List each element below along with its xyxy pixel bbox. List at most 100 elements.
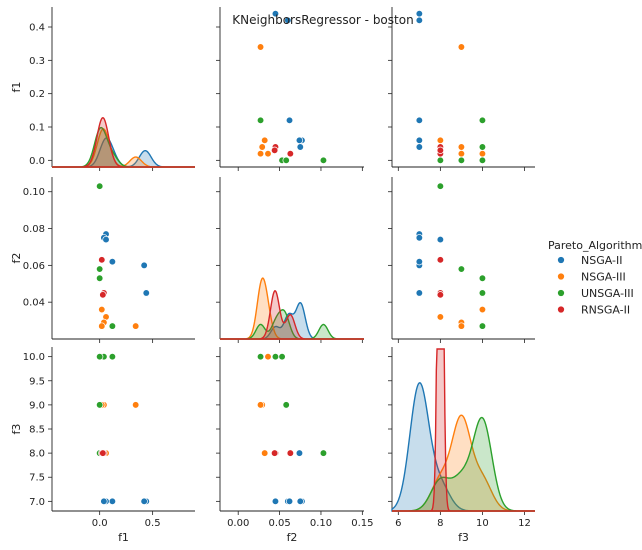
y-tick-label-f3-1: 7.5 bbox=[29, 473, 45, 484]
point-RNSGA-II-f2-f3-2 bbox=[270, 449, 279, 457]
point-NSGA-II-f2-f3-0 bbox=[271, 497, 280, 506]
y-tick-label-f1-2: 0.2 bbox=[29, 89, 45, 100]
legend-marker-NSGA-II bbox=[557, 256, 565, 264]
point-RNSGA-II-f2-f3-1 bbox=[286, 449, 294, 457]
point-NSGA-II-f1-f2-1 bbox=[140, 261, 148, 270]
point-RNSGA-II-f2-f1-1 bbox=[286, 150, 294, 158]
x-axis-label-f2: f2 bbox=[287, 531, 298, 544]
x-tick-label-f3-3: 12 bbox=[518, 518, 531, 529]
point-NSGA-II-f3-f1-4 bbox=[415, 143, 423, 151]
legend-label-NSGA-II: NSGA-II bbox=[581, 254, 622, 267]
y-tick-label-f1-0: 0.0 bbox=[29, 156, 45, 167]
y-axis-label-f3: f3 bbox=[10, 424, 23, 435]
point-NSGA-III-f3-f1-1 bbox=[436, 136, 445, 144]
point-RNSGA-II-f3-f2-2 bbox=[436, 291, 445, 299]
kde-f2-RNSGA-II bbox=[220, 290, 364, 340]
point-UNSGA-III-f1-f2-4 bbox=[96, 182, 104, 190]
point-UNSGA-III-f3-f1-3 bbox=[457, 156, 466, 164]
x-tick-label-f1-1: 0.5 bbox=[145, 518, 161, 529]
point-UNSGA-III-f2-f3-4 bbox=[319, 449, 328, 457]
point-NSGA-II-f1-f3-1 bbox=[140, 497, 148, 506]
point-NSGA-II-f2-f1-1 bbox=[284, 16, 292, 24]
point-NSGA-III-f2-f1-0 bbox=[256, 43, 265, 51]
point-NSGA-II-f3-f1-1 bbox=[415, 16, 423, 24]
y-tick-label-f2-3: 0.10 bbox=[23, 187, 45, 198]
point-UNSGA-III-f2-f3-0 bbox=[256, 353, 265, 361]
point-NSGA-III-f1-f2-3 bbox=[98, 322, 106, 330]
point-UNSGA-III-f3-f1-4 bbox=[436, 156, 445, 164]
point-RNSGA-II-f1-f2-1 bbox=[98, 256, 106, 264]
point-NSGA-III-f1-f3-0 bbox=[132, 401, 140, 409]
kde-f3-RNSGA-II bbox=[392, 348, 535, 512]
point-NSGA-III-f1-f2-4 bbox=[98, 305, 106, 314]
point-RNSGA-II-f1-f2-2 bbox=[99, 291, 107, 299]
point-UNSGA-III-f1-f3-0 bbox=[108, 353, 117, 361]
kde-f1-UNSGA-III bbox=[52, 126, 195, 168]
legend-label-RNSGA-II: RNSGA-II bbox=[581, 304, 630, 317]
point-UNSGA-III-f1-f3-2 bbox=[96, 353, 104, 361]
point-UNSGA-III-f1-f2-3 bbox=[96, 265, 104, 273]
point-UNSGA-III-f3-f2-3 bbox=[457, 265, 466, 273]
point-NSGA-III-f2-f3-4 bbox=[264, 353, 272, 361]
y-tick-label-f1-3: 0.3 bbox=[29, 56, 45, 67]
legend-label-UNSGA-III: UNSGA-III bbox=[581, 287, 634, 300]
y-tick-label-f2-2: 0.08 bbox=[23, 224, 45, 235]
x-tick-label-f3-2: 10 bbox=[476, 518, 489, 529]
y-tick-label-f3-6: 10.0 bbox=[23, 352, 45, 363]
y-tick-label-f1-1: 0.1 bbox=[29, 123, 45, 134]
point-NSGA-III-f2-f1-4 bbox=[264, 150, 272, 158]
point-NSGA-II-f3-f2-4 bbox=[415, 234, 423, 242]
legend-marker-NSGA-III bbox=[557, 272, 565, 281]
point-UNSGA-III-f3-f1-2 bbox=[478, 156, 487, 164]
point-RNSGA-II-f3-f2-1 bbox=[436, 256, 445, 264]
point-NSGA-III-f3-f2-3 bbox=[457, 322, 466, 330]
point-NSGA-II-f2-f3-5 bbox=[295, 449, 304, 457]
x-tick-label-f3-1: 8 bbox=[437, 518, 443, 529]
point-NSGA-II-f3-f2-5 bbox=[436, 235, 445, 244]
point-NSGA-II-f1-f2-0 bbox=[142, 289, 150, 297]
point-NSGA-III-f2-f3-1 bbox=[261, 449, 269, 457]
point-UNSGA-III-f3-f2-0 bbox=[478, 322, 487, 330]
figure-title: KNeighborsRegressor - boston bbox=[232, 13, 413, 27]
kde-f1-NSGA-III bbox=[52, 128, 195, 168]
point-UNSGA-III-f3-f2-2 bbox=[478, 274, 487, 282]
point-NSGA-II-f2-f3-4 bbox=[296, 497, 304, 506]
y-tick-label-f3-0: 7.0 bbox=[29, 497, 45, 508]
x-tick-label-f3-0: 6 bbox=[395, 518, 401, 529]
x-tick-label-f2-1: 0.05 bbox=[268, 518, 290, 529]
legend-title: Pareto_Algorithm bbox=[548, 239, 642, 252]
point-UNSGA-III-f3-f1-0 bbox=[478, 116, 487, 124]
kde-f1-NSGA-II bbox=[52, 137, 195, 168]
point-UNSGA-III-f1-f3-3 bbox=[96, 401, 104, 409]
point-UNSGA-III-f2-f1-0 bbox=[256, 116, 265, 124]
point-NSGA-II-f1-f3-2 bbox=[108, 497, 117, 506]
legend-marker-RNSGA-II bbox=[557, 305, 565, 314]
point-NSGA-II-f3-f2-0 bbox=[415, 289, 423, 297]
point-NSGA-II-f2-f1-0 bbox=[271, 10, 280, 18]
y-axis-label-f1: f1 bbox=[10, 82, 23, 93]
point-RNSGA-II-f3-f1-2 bbox=[436, 146, 445, 154]
x-tick-label-f2-0: 0.00 bbox=[227, 518, 249, 529]
kde-f1-RNSGA-II bbox=[52, 116, 195, 168]
point-NSGA-II-f1-f2-5 bbox=[102, 235, 110, 244]
point-UNSGA-III-f3-f2-1 bbox=[478, 289, 487, 297]
point-UNSGA-III-f2-f3-2 bbox=[278, 353, 286, 361]
point-UNSGA-III-f2-f1-4 bbox=[319, 156, 328, 164]
legend-label-NSGA-III: NSGA-III bbox=[581, 271, 626, 284]
point-UNSGA-III-f2-f3-3 bbox=[282, 401, 290, 409]
point-NSGA-III-f3-f1-3 bbox=[457, 150, 466, 158]
legend-marker-UNSGA-III bbox=[557, 289, 565, 297]
point-NSGA-III-f1-f2-0 bbox=[132, 322, 140, 330]
point-RNSGA-II-f2-f1-2 bbox=[270, 146, 279, 154]
point-NSGA-III-f3-f2-4 bbox=[478, 305, 487, 314]
panels-layer: 0.0 0.5 f1 0.00 0.05 0.10 0.15 f2 6 8 10 12 f3 0.0 0.1… bbox=[10, 7, 535, 544]
y-axis-label-f2: f2 bbox=[10, 253, 23, 264]
point-NSGA-III-f3-f2-1 bbox=[436, 313, 445, 321]
point-UNSGA-III-f1-f2-2 bbox=[96, 274, 104, 282]
point-RNSGA-II-f1-f3-2 bbox=[99, 449, 107, 457]
point-NSGA-II-f2-f1-4 bbox=[296, 143, 304, 151]
point-NSGA-III-f2-f1-1 bbox=[261, 136, 269, 144]
point-UNSGA-III-f2-f3-1 bbox=[271, 353, 280, 361]
y-tick-label-f2-0: 0.04 bbox=[23, 298, 45, 309]
point-NSGA-III-f2-f1-3 bbox=[256, 150, 265, 158]
